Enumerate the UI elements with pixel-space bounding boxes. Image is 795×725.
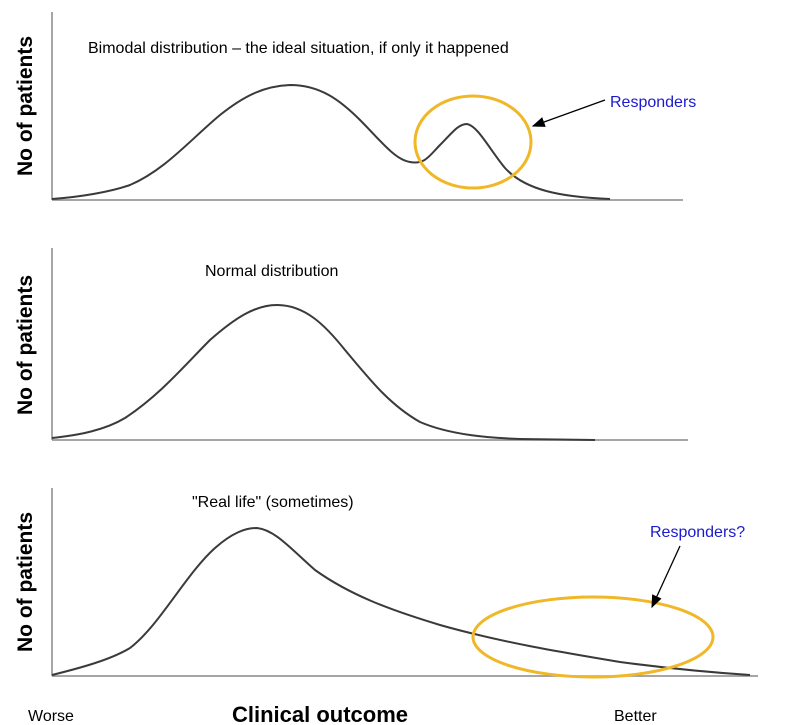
y-axis-label: No of patients [14,275,37,415]
x-left-label: Worse [28,708,74,725]
panel-normal: No of patients Normal distribution [14,248,688,441]
panel-title: "Real life" (sometimes) [192,494,354,511]
annotation: Responders [610,94,696,111]
x-axis-label: Clinical outcome [232,702,408,725]
highlight-ellipse [471,595,715,679]
x-right-label: Better [614,708,657,725]
curve [51,83,611,200]
arrow [651,545,681,609]
panel-bimodal: No of patients Bimodal distribution – th… [14,12,696,201]
panel-title: Normal distribution [205,263,338,280]
annotation: Responders? [650,524,745,541]
curve [51,303,596,441]
y-axis-label: No of patients [14,36,37,176]
panel-real-life: No of patients "Real life" (sometimes) R… [14,488,758,679]
panel-title: Bimodal distribution – the ideal situati… [88,40,509,57]
arrow [531,99,606,127]
y-axis-label: No of patients [14,512,37,652]
highlight-ellipse [413,94,533,190]
curve [51,526,751,676]
